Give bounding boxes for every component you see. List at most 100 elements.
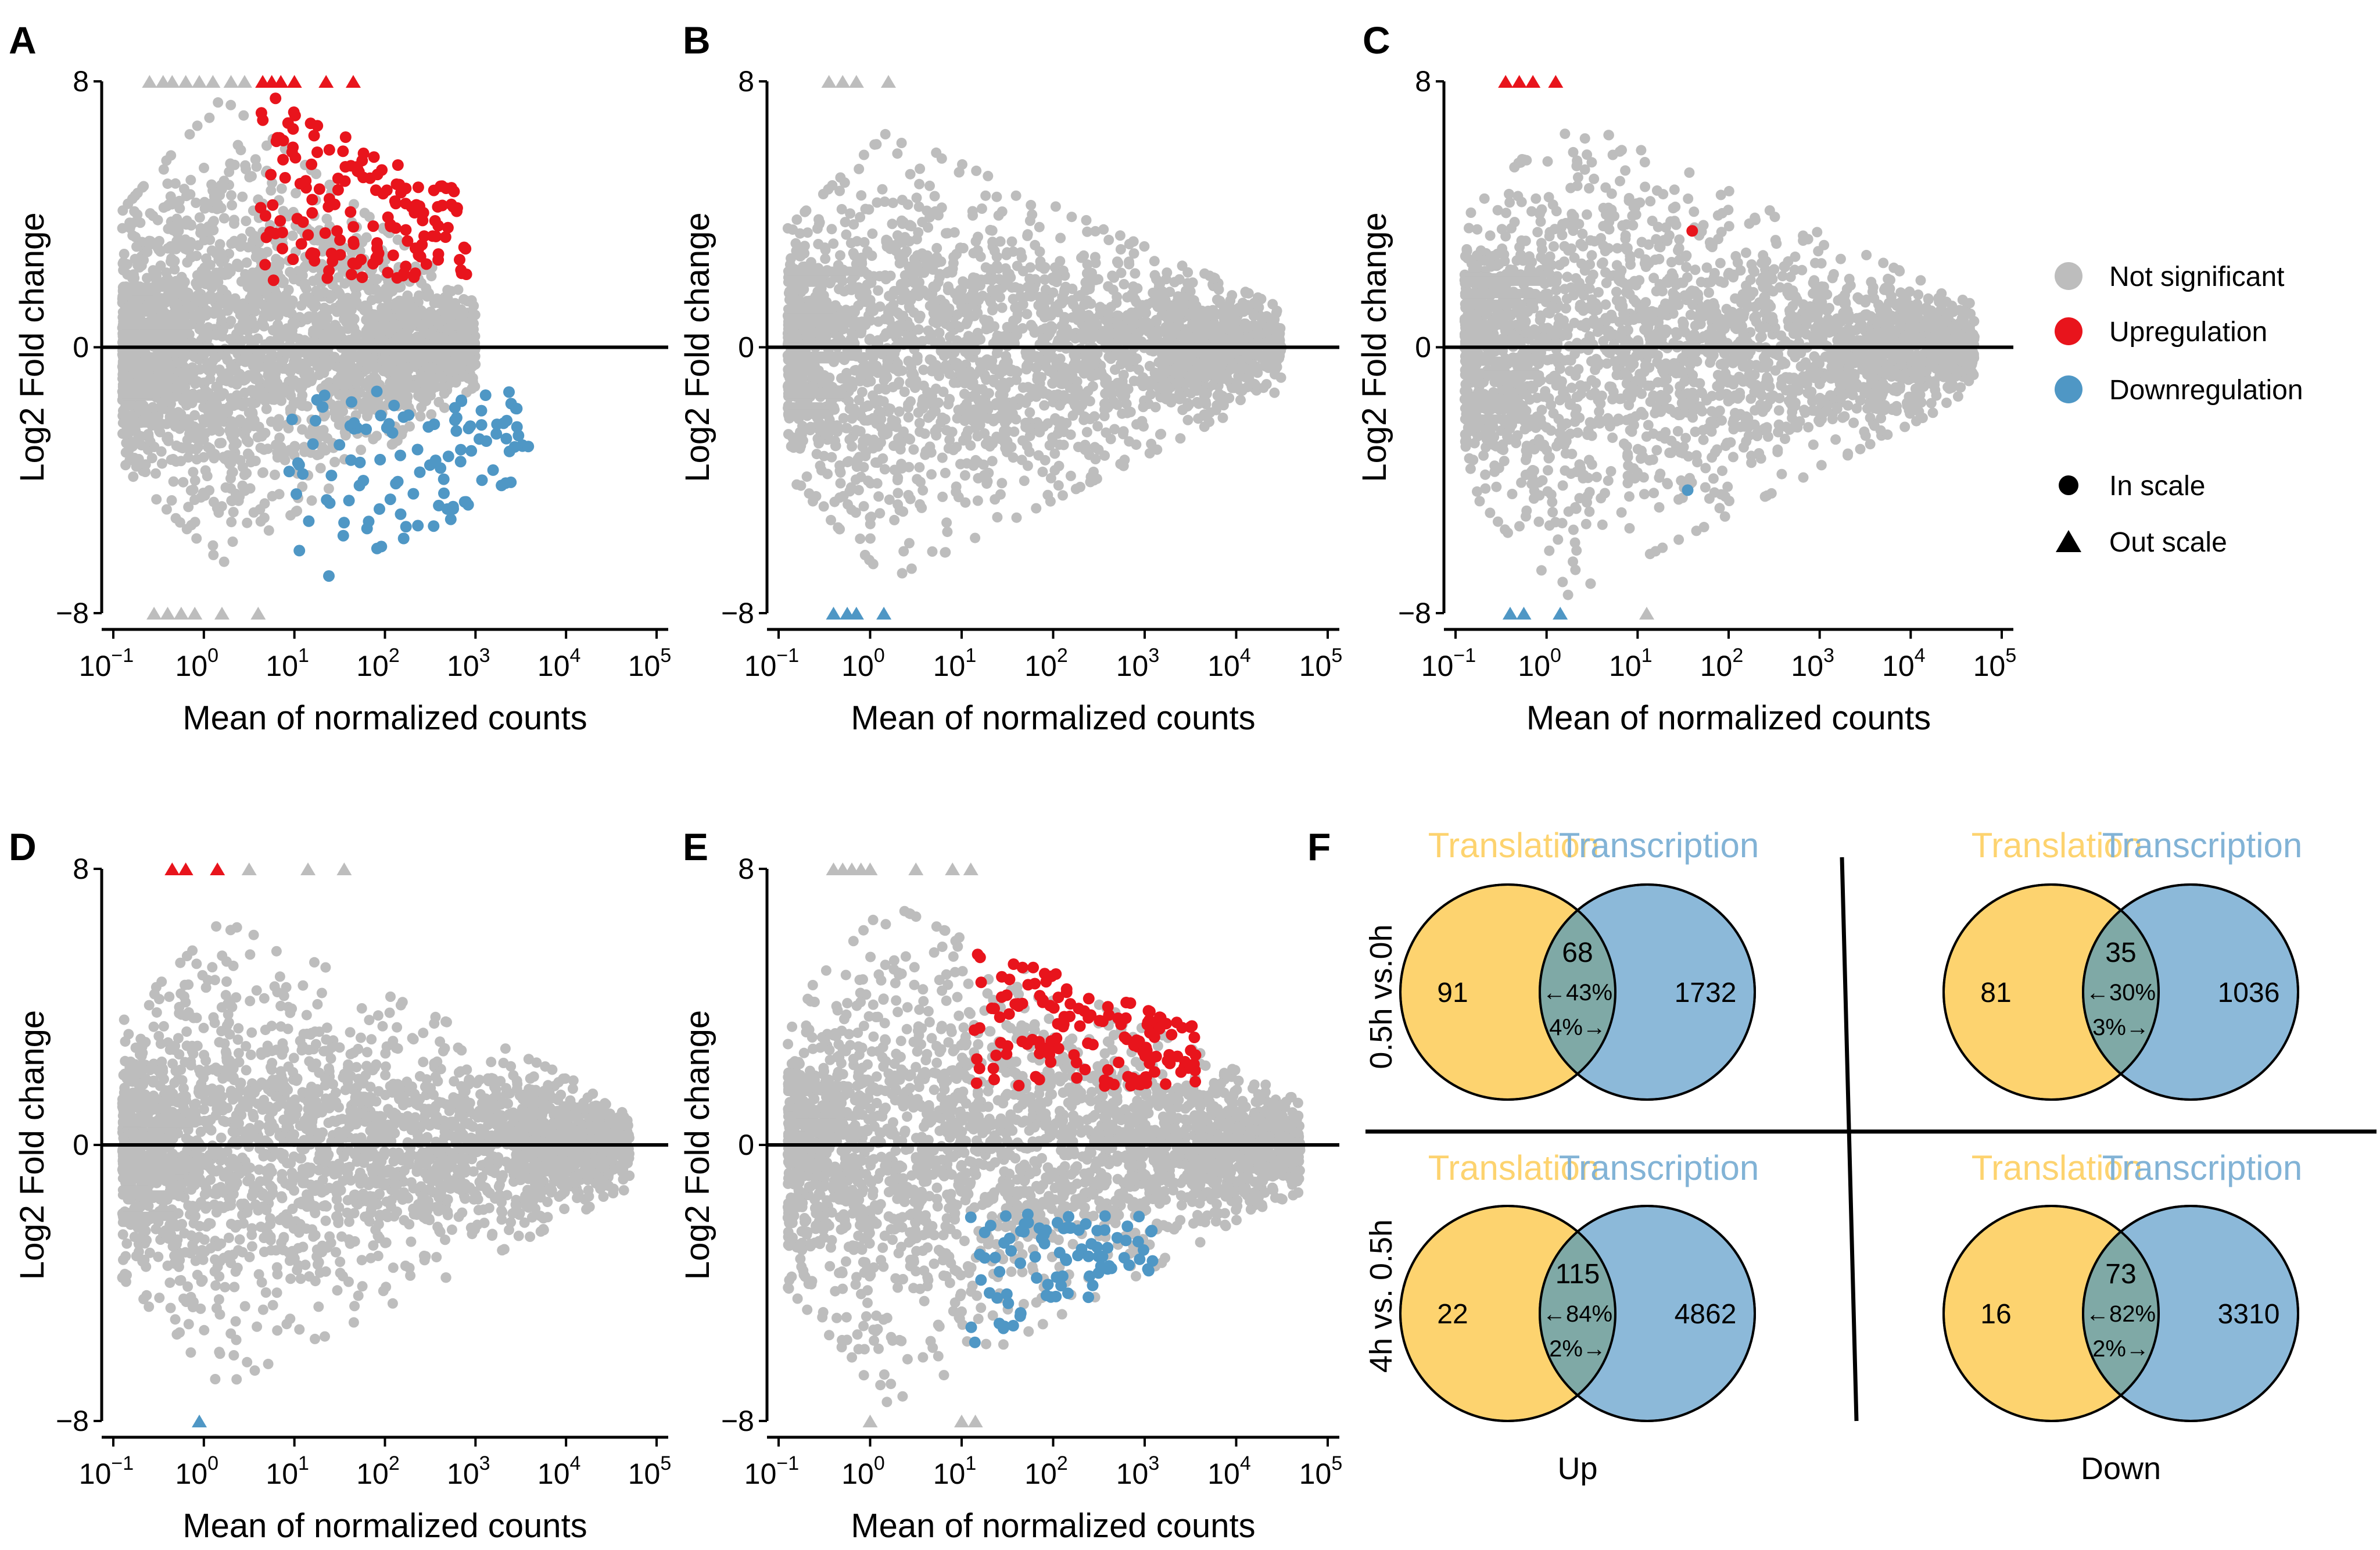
ns-point xyxy=(912,351,923,362)
ns-point xyxy=(166,454,177,465)
up-point xyxy=(287,253,299,266)
up-point xyxy=(454,253,465,266)
ns-point xyxy=(1048,352,1059,363)
up-point xyxy=(270,92,282,105)
ns-point xyxy=(214,426,225,437)
down-point xyxy=(403,409,415,421)
ns-point xyxy=(948,377,959,388)
ns-point xyxy=(182,244,193,255)
ns-point xyxy=(350,332,361,343)
ns-point xyxy=(940,547,951,558)
ns-point xyxy=(905,169,916,180)
ns-point xyxy=(191,443,202,454)
ns-point xyxy=(1010,302,1021,313)
ns-point xyxy=(146,453,157,464)
ns-point xyxy=(176,357,187,368)
ns-point xyxy=(433,364,445,375)
ns-point xyxy=(207,217,218,228)
ns-point xyxy=(892,488,904,499)
ns-point xyxy=(168,476,179,487)
ns-point xyxy=(350,351,361,362)
down-point xyxy=(383,418,395,430)
ns-point xyxy=(1144,448,1155,459)
down-point xyxy=(395,449,406,461)
ns-point xyxy=(463,373,474,384)
ns-point xyxy=(928,302,939,313)
ns-point xyxy=(308,275,319,287)
ns-point xyxy=(270,470,280,480)
ns-point xyxy=(293,378,304,389)
down-point xyxy=(433,499,445,511)
ns-point xyxy=(402,311,413,322)
up-point xyxy=(451,202,463,214)
ns-point xyxy=(1107,270,1118,281)
up-point xyxy=(279,171,291,184)
ns-point xyxy=(364,374,375,385)
down-point xyxy=(345,454,357,466)
ns-point xyxy=(1124,256,1134,267)
ns-point xyxy=(898,506,909,517)
ns-point xyxy=(940,467,951,478)
ns-point xyxy=(970,532,981,543)
x-tick-label: 103 xyxy=(447,645,490,682)
up-point xyxy=(277,242,288,255)
up-point xyxy=(309,255,321,267)
ns-point xyxy=(1117,380,1128,391)
ns-point xyxy=(417,371,428,382)
ns-point xyxy=(1015,291,1026,302)
ns-point xyxy=(274,256,285,267)
ns-streak xyxy=(117,291,132,300)
ns-point xyxy=(361,314,372,325)
down-point xyxy=(476,474,488,486)
up-point xyxy=(347,221,360,233)
ns-point xyxy=(914,178,925,189)
ns-point xyxy=(453,284,464,295)
ns-point xyxy=(392,234,403,245)
ns-point xyxy=(206,405,217,416)
ns-point xyxy=(245,483,256,494)
ns-point xyxy=(228,375,239,386)
up-point xyxy=(432,248,445,260)
ns-point xyxy=(162,201,173,212)
ns-point xyxy=(426,409,437,420)
ns-point xyxy=(458,294,469,305)
up-point xyxy=(393,178,406,191)
ns-point xyxy=(161,504,172,515)
down-point xyxy=(343,495,355,507)
ns-point xyxy=(1065,429,1076,440)
ns-point xyxy=(155,427,166,438)
ns-point xyxy=(1023,382,1034,393)
x-tick-label: 102 xyxy=(356,645,400,682)
ns-point xyxy=(340,317,352,328)
ns-point xyxy=(1079,411,1090,422)
ns-point xyxy=(195,223,206,234)
ns-point xyxy=(426,271,437,282)
up-point xyxy=(259,210,271,222)
ns-point xyxy=(207,540,218,551)
ns-point xyxy=(1002,247,1013,258)
ns-point xyxy=(1024,446,1035,457)
up-point xyxy=(260,231,273,244)
ns-point xyxy=(468,300,479,312)
ns-point xyxy=(145,436,156,447)
ns-point xyxy=(329,457,340,467)
ns-point xyxy=(213,507,224,518)
ns-point xyxy=(323,483,334,494)
ns-streak xyxy=(117,418,166,428)
ns-point xyxy=(255,361,266,372)
ns-point xyxy=(189,410,200,421)
up-point xyxy=(308,130,320,142)
ns-point xyxy=(285,510,296,521)
down-point xyxy=(360,423,372,435)
down-point xyxy=(456,395,468,407)
ns-point xyxy=(258,387,269,398)
ns-point xyxy=(1058,490,1068,501)
up-point xyxy=(355,253,367,266)
up-point xyxy=(306,207,318,219)
out-scale-triangle xyxy=(160,607,175,620)
ns-point xyxy=(1271,305,1282,316)
ns-point xyxy=(1016,454,1027,466)
ns-point xyxy=(908,307,919,318)
down-point xyxy=(411,443,424,456)
